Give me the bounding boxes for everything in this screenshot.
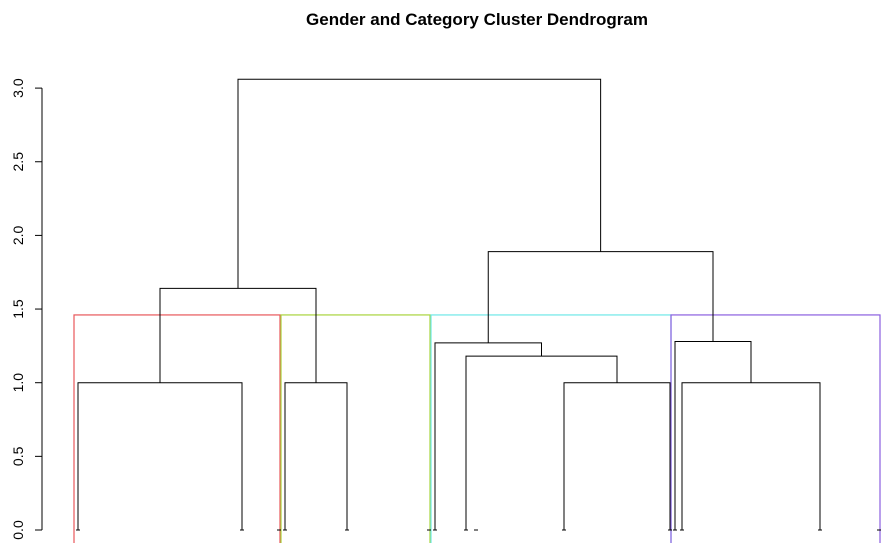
cluster-boxes xyxy=(73,314,881,543)
cluster-box xyxy=(73,314,281,543)
merge-link xyxy=(487,251,714,343)
merge-link xyxy=(563,382,671,530)
chart-title: Gender and Category Cluster Dendrogram xyxy=(306,10,648,29)
y-tick-label: 3.0 xyxy=(10,78,26,98)
merge-link xyxy=(77,382,243,530)
merge-link xyxy=(237,78,602,289)
y-tick-label: 0.0 xyxy=(10,520,26,540)
merge-link xyxy=(159,287,317,383)
merge-link xyxy=(681,382,821,530)
cluster-box xyxy=(280,314,431,543)
merge-link xyxy=(674,340,752,530)
y-tick-label: 0.5 xyxy=(10,446,26,466)
y-tick-label: 1.5 xyxy=(10,299,26,319)
y-tick-label: 1.0 xyxy=(10,373,26,393)
merge-link xyxy=(284,382,348,530)
cluster-box xyxy=(670,314,881,543)
y-axis: 0.0 0.5 1.0 1.5 2.0 2.5 3.0 xyxy=(10,78,43,540)
dendrogram-tree xyxy=(76,78,881,531)
merge-link xyxy=(434,342,542,530)
cluster-box xyxy=(430,314,672,543)
y-tick-label: 2.5 xyxy=(10,152,26,172)
y-tick-label: 2.0 xyxy=(10,225,26,245)
